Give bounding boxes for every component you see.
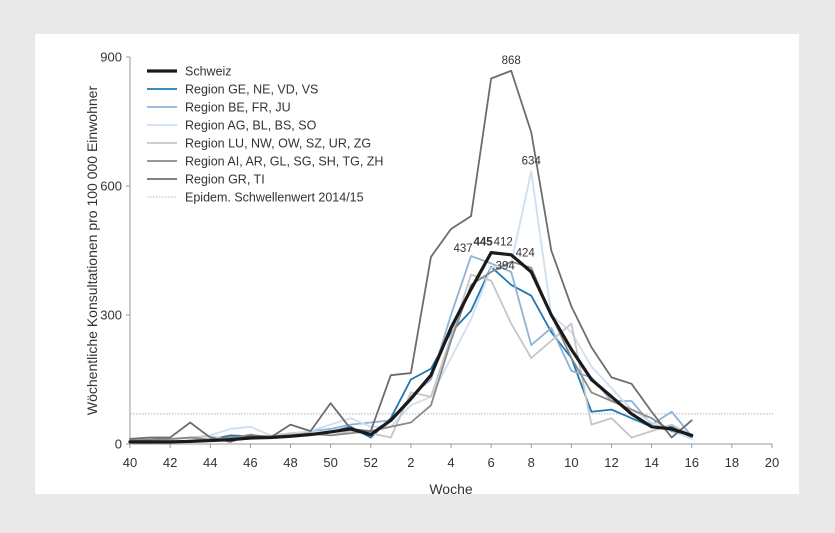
series-line-ch bbox=[128, 251, 694, 444]
x-tick-label: 6 bbox=[488, 455, 495, 470]
annotation-label: 445 bbox=[474, 237, 494, 249]
x-tick-label: 16 bbox=[685, 455, 699, 470]
chart-legend: Schweiz Region GE, NE, VD, VS Region BE, F… bbox=[147, 65, 383, 205]
x-tick-label: 4 bbox=[447, 455, 454, 470]
annotation-label: 437 bbox=[453, 243, 472, 255]
series-line-r1 bbox=[129, 265, 693, 443]
legend-label-ch: Schweiz bbox=[185, 65, 232, 79]
series-lines bbox=[128, 69, 694, 444]
series-line-r3 bbox=[129, 170, 693, 442]
x-tick-label: 2 bbox=[407, 455, 414, 470]
x-tick-label: 20 bbox=[765, 455, 779, 470]
legend-label-r6: Region GR, TI bbox=[185, 173, 265, 187]
annotation-label: 394 bbox=[496, 260, 516, 272]
annotation-label: 424 bbox=[516, 247, 536, 259]
x-tick-label: 44 bbox=[203, 455, 217, 470]
chart-axes: Woche Wöchentliche Konsultationen pro 10… bbox=[84, 86, 473, 494]
x-tick-label: 10 bbox=[564, 455, 578, 470]
x-tick-label: 48 bbox=[283, 455, 297, 470]
line-chart: Woche Wöchentliche Konsultationen pro 10… bbox=[84, 50, 779, 495]
x-tick-label: 46 bbox=[243, 455, 257, 470]
legend-label-r2: Region BE, FR, JU bbox=[185, 101, 291, 115]
x-axis-label: Woche bbox=[429, 481, 473, 494]
x-tick-label: 52 bbox=[364, 455, 378, 470]
y-axis-label: Wöchentliche Konsultationen pro 100 000 … bbox=[84, 86, 100, 416]
x-tick-label: 14 bbox=[644, 455, 658, 470]
legend-label-threshold: Epidem. Schwellenwert 2014/15 bbox=[185, 191, 364, 205]
series-line-r5 bbox=[129, 260, 693, 442]
legend-label-r4: Region LU, NW, OW, SZ, UR, ZG bbox=[185, 137, 371, 151]
x-tick-label: 18 bbox=[725, 455, 739, 470]
legend-label-r3: Region AG, BL, BS, SO bbox=[185, 119, 317, 133]
x-tick-label: 8 bbox=[528, 455, 535, 470]
x-tick-labels: 40 42 44 46 48 50 52 2 4 6 8 10 12 14 16 18 20 bbox=[123, 455, 779, 470]
chart-panel: Woche Wöchentliche Konsultationen pro 10… bbox=[35, 34, 799, 494]
series-line-r4 bbox=[129, 273, 693, 443]
y-tick-label: 900 bbox=[100, 50, 122, 65]
y-tick-labels: 0 300 600 900 bbox=[100, 50, 122, 452]
y-tick-label: 300 bbox=[100, 308, 122, 323]
annotation-label: 868 bbox=[502, 55, 521, 67]
y-tick-label: 0 bbox=[115, 437, 122, 452]
y-tick-label: 600 bbox=[100, 179, 122, 194]
legend-label-r5: Region AI, AR, GL, SG, SH, TG, ZH bbox=[185, 155, 383, 169]
annotation-label: 412 bbox=[494, 237, 513, 249]
series-line-r2 bbox=[129, 255, 693, 444]
x-tick-label: 12 bbox=[604, 455, 618, 470]
x-tick-label: 40 bbox=[123, 455, 137, 470]
legend-label-r1: Region GE, NE, VD, VS bbox=[185, 83, 318, 97]
x-tick-label: 50 bbox=[323, 455, 337, 470]
chart-grid bbox=[126, 56, 773, 448]
annotation-label: 634 bbox=[522, 155, 542, 167]
x-tick-label: 42 bbox=[163, 455, 177, 470]
